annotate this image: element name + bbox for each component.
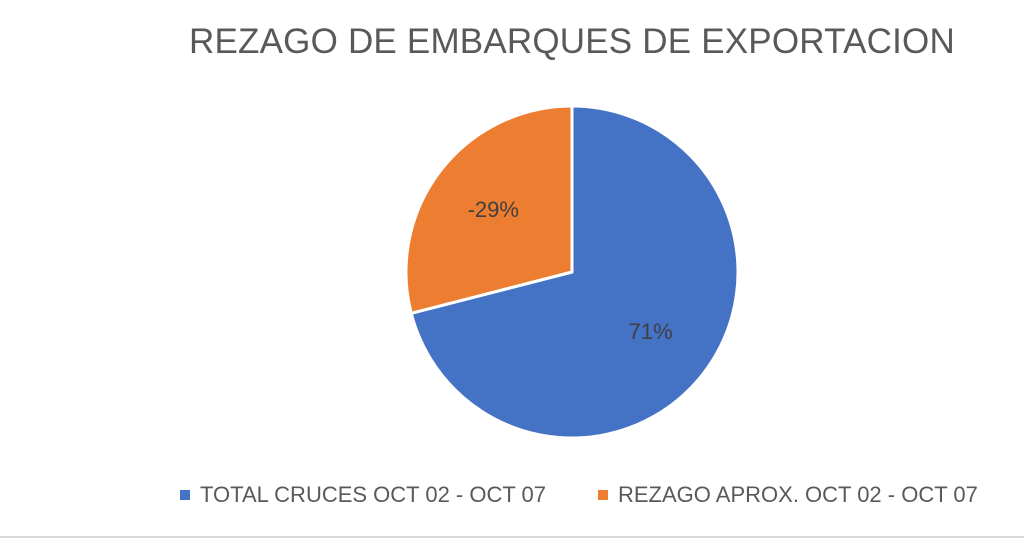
data-label-total-cruces: 71%	[629, 319, 673, 344]
legend-item-rezago: REZAGO APROX. OCT 02 - OCT 07	[598, 482, 978, 508]
legend: TOTAL CRUCES OCT 02 - OCT 07 REZAGO APRO…	[0, 482, 1024, 512]
chart-title: REZAGO DE EMBARQUES DE EXPORTACION	[189, 22, 955, 61]
legend-label-rezago: REZAGO APROX. OCT 02 - OCT 07	[618, 482, 978, 507]
pie-slice-total-cruces	[409, 104, 740, 440]
data-label-rezago: -29%	[468, 197, 519, 222]
legend-swatch-rezago	[598, 490, 608, 500]
legend-label-total-cruces: TOTAL CRUCES OCT 02 - OCT 07	[200, 482, 546, 507]
pie-slice-rezago	[404, 104, 574, 315]
legend-item-total-cruces: TOTAL CRUCES OCT 02 - OCT 07	[180, 482, 546, 508]
legend-swatch-total-cruces	[180, 490, 190, 500]
bottom-divider	[0, 536, 1024, 538]
